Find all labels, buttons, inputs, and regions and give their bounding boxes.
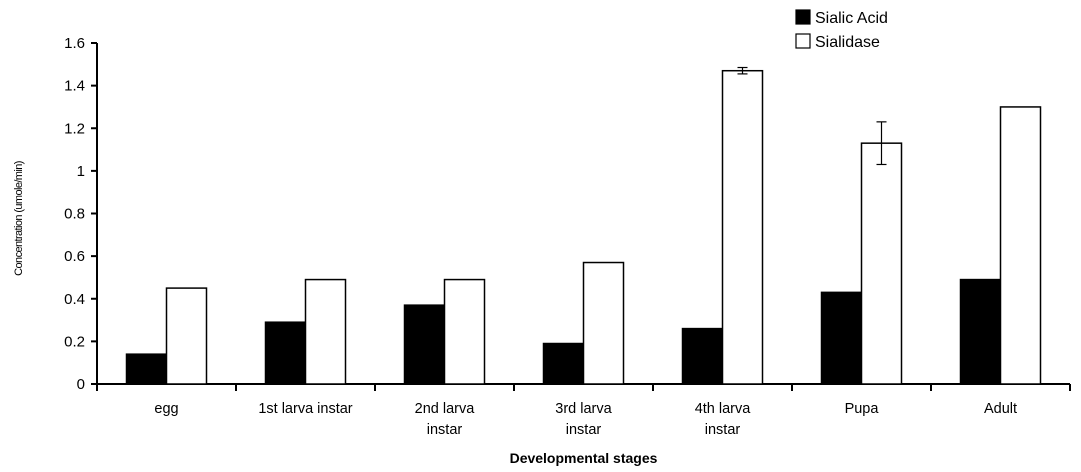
bar-sialidase	[306, 280, 346, 384]
y-tick-label: 1.2	[64, 120, 85, 137]
bar-sialic-acid	[266, 322, 306, 384]
bar-sialidase	[445, 280, 485, 384]
bar-sialic-acid	[822, 292, 862, 384]
y-axis-label: Concentration (umole/min)	[13, 161, 25, 276]
bar-sialidase	[584, 263, 624, 384]
y-tick-label: 1.4	[64, 78, 85, 95]
x-tick-label: 4th larva	[695, 401, 752, 417]
bar-sialidase	[723, 71, 763, 384]
bar-sialic-acid	[405, 305, 445, 384]
y-tick-label: 0.6	[64, 248, 85, 265]
y-tick-label: 0.8	[64, 206, 85, 223]
y-tick-label: 1.6	[64, 35, 85, 52]
legend-label: Sialic Acid	[815, 10, 888, 27]
y-tick-label: 1	[77, 163, 85, 180]
bar-sialic-acid	[961, 280, 1001, 384]
x-tick-label: 2nd larva	[415, 401, 476, 417]
bar-sialic-acid	[544, 344, 584, 384]
x-tick-label: 3rd larva	[555, 401, 612, 417]
x-tick-label: Pupa	[845, 401, 880, 417]
x-tick-label: egg	[154, 401, 178, 417]
y-axis: 0 0.2 0.4 0.6 0.8 1 1.2 1.4 1.6	[64, 35, 97, 393]
x-tick-label: instar	[427, 422, 463, 438]
legend: Sialic Acid Sialidase	[796, 10, 888, 51]
y-tick-label: 0	[77, 376, 85, 393]
y-tick-label: 0.4	[64, 291, 85, 308]
bar-sialidase	[862, 143, 902, 384]
legend-swatch	[796, 34, 810, 48]
bar-sialic-acid	[127, 354, 167, 384]
x-axis: egg 1st larva instar 2nd larva instar 3rd la…	[97, 384, 1070, 438]
bar-sialidase	[167, 288, 207, 384]
bars	[127, 68, 1041, 384]
bar-sialic-acid	[683, 329, 723, 384]
x-tick-label: instar	[705, 422, 741, 438]
x-axis-label: Developmental stages	[510, 450, 658, 466]
x-tick-label: 1st larva instar	[258, 401, 352, 417]
legend-swatch	[796, 10, 810, 24]
bar-sialidase	[1001, 107, 1041, 384]
legend-label: Sialidase	[815, 34, 880, 51]
x-tick-label: Adult	[984, 401, 1017, 417]
x-tick-label: instar	[566, 422, 602, 438]
y-tick-label: 0.2	[64, 333, 85, 350]
